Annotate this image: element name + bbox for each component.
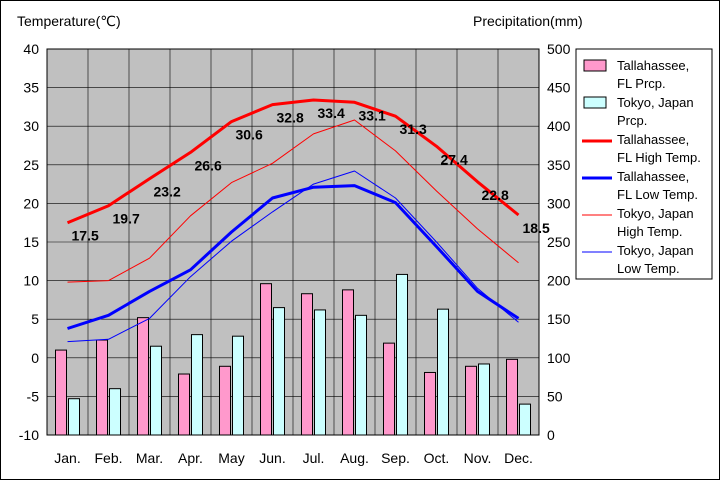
right-tick-label: 300 bbox=[547, 195, 571, 211]
legend-label: Tallahassee, bbox=[617, 169, 689, 184]
legend-label: Tokyo, Japan bbox=[617, 243, 694, 258]
x-tick-label: Nov. bbox=[464, 450, 492, 466]
x-tick-label: Sep. bbox=[381, 450, 410, 466]
high-temp-data-label: 17.5 bbox=[72, 228, 99, 244]
left-tick-label: 15 bbox=[23, 234, 39, 250]
plot-border bbox=[46, 48, 540, 436]
legend-swatch bbox=[583, 59, 607, 72]
legend-swatch bbox=[583, 96, 607, 109]
x-tick-label: Jun. bbox=[259, 450, 285, 466]
tallahassee-precip-bar bbox=[424, 371, 436, 436]
x-tick-label: Jul. bbox=[303, 450, 325, 466]
tokyo-precip-bar bbox=[355, 314, 367, 436]
left-tick-label: 35 bbox=[23, 80, 39, 96]
tallahassee-high-line bbox=[66, 98, 520, 225]
legend-label: Tallahassee, bbox=[617, 58, 689, 73]
high-temp-data-label: 23.2 bbox=[154, 184, 181, 200]
tokyo-precip-bar bbox=[150, 345, 162, 436]
legend: Tallahassee, FL Prcp. Tokyo, Japan Prcp. Tal… bbox=[575, 48, 713, 280]
legend-label: High Temp. bbox=[617, 224, 683, 239]
high-temp-data-label: 33.1 bbox=[359, 107, 386, 123]
tokyo-precip-bar bbox=[519, 403, 531, 436]
x-tick-label: Aug. bbox=[340, 450, 369, 466]
x-tick-label: Oct. bbox=[424, 450, 450, 466]
x-tick-label: Mar. bbox=[136, 450, 163, 466]
right-tick-label: 450 bbox=[547, 80, 571, 96]
tokyo-low-line bbox=[67, 170, 519, 343]
tallahassee-precip-bar bbox=[383, 342, 395, 436]
high-temp-data-label: 22.8 bbox=[482, 187, 509, 203]
legend-label: Low Temp. bbox=[617, 261, 680, 276]
left-tick-label: 30 bbox=[23, 118, 39, 134]
tallahassee-precip-bar bbox=[55, 349, 67, 436]
high-temp-data-label: 18.5 bbox=[523, 220, 550, 236]
left-tick-label: 40 bbox=[23, 41, 39, 57]
right-axis-title: Precipitation(mm) bbox=[473, 13, 583, 29]
tallahassee-precip-bar bbox=[506, 358, 518, 436]
legend-label: FL High Temp. bbox=[617, 150, 701, 165]
tallahassee-precip-bar bbox=[137, 317, 149, 436]
tokyo-precip-bar bbox=[478, 363, 490, 436]
left-tick-label: 25 bbox=[23, 157, 39, 173]
right-tick-label: 100 bbox=[547, 350, 571, 366]
tokyo-precip-bar bbox=[273, 307, 285, 436]
high-temp-data-label: 32.8 bbox=[277, 110, 304, 126]
tokyo-precip-bar bbox=[396, 273, 408, 436]
right-tick-label: 150 bbox=[547, 311, 571, 327]
tokyo-precip-bar bbox=[68, 398, 80, 436]
high-temp-data-label: 26.6 bbox=[195, 157, 222, 173]
legend-label: FL Prcp. bbox=[617, 76, 666, 91]
legend-label: Tallahassee, bbox=[617, 132, 689, 147]
left-tick-label: -10 bbox=[19, 427, 39, 443]
legend-label: Tokyo, Japan bbox=[617, 95, 694, 110]
legend-label: FL Low Temp. bbox=[617, 187, 698, 202]
x-tick-label: May bbox=[218, 450, 244, 466]
legend-box bbox=[575, 48, 713, 280]
right-tick-label: 50 bbox=[547, 388, 563, 404]
x-tick-label: Dec. bbox=[504, 450, 533, 466]
high-temp-data-label: 31.3 bbox=[400, 121, 427, 137]
tokyo-high-line bbox=[67, 119, 519, 283]
x-tick-label: Apr. bbox=[178, 450, 203, 466]
right-tick-label: 0 bbox=[547, 427, 555, 443]
tallahassee-precip-bar bbox=[219, 365, 231, 436]
x-tick-label: Jan. bbox=[54, 450, 80, 466]
legend-label: Prcp. bbox=[617, 113, 647, 128]
left-tick-label: -5 bbox=[27, 388, 40, 404]
tokyo-precip-bar bbox=[109, 388, 121, 436]
tallahassee-precip-bar bbox=[260, 283, 272, 436]
right-tick-label: 500 bbox=[547, 41, 571, 57]
high-temp-data-label: 33.4 bbox=[318, 105, 345, 121]
right-tick-label: 250 bbox=[547, 234, 571, 250]
tallahassee-precip-bar bbox=[301, 293, 313, 436]
right-tick-label: 200 bbox=[547, 273, 571, 289]
tallahassee-low-line bbox=[67, 184, 520, 330]
tokyo-precip-bar bbox=[437, 308, 449, 436]
high-temp-data-label: 27.4 bbox=[441, 151, 468, 167]
tokyo-precip-bar bbox=[191, 334, 203, 436]
tokyo-precip-bar bbox=[232, 335, 244, 436]
left-axis-title: Temperature(℃) bbox=[17, 13, 121, 29]
tallahassee-precip-bar bbox=[178, 373, 190, 436]
tallahassee-precip-bar bbox=[465, 365, 477, 436]
left-tick-label: 0 bbox=[31, 350, 39, 366]
left-tick-label: 10 bbox=[23, 273, 39, 289]
high-temp-data-label: 19.7 bbox=[113, 211, 140, 227]
x-tick-label: Feb. bbox=[94, 450, 122, 466]
left-tick-label: 5 bbox=[31, 311, 39, 327]
tallahassee-precip-bar bbox=[342, 289, 354, 436]
right-tick-label: 400 bbox=[547, 118, 571, 134]
right-tick-label: 350 bbox=[547, 157, 571, 173]
tokyo-precip-bar bbox=[314, 309, 326, 436]
tallahassee-precip-bar bbox=[96, 339, 108, 436]
left-tick-label: 20 bbox=[23, 195, 39, 211]
legend-label: Tokyo, Japan bbox=[617, 206, 694, 221]
high-temp-data-label: 30.6 bbox=[236, 127, 263, 143]
